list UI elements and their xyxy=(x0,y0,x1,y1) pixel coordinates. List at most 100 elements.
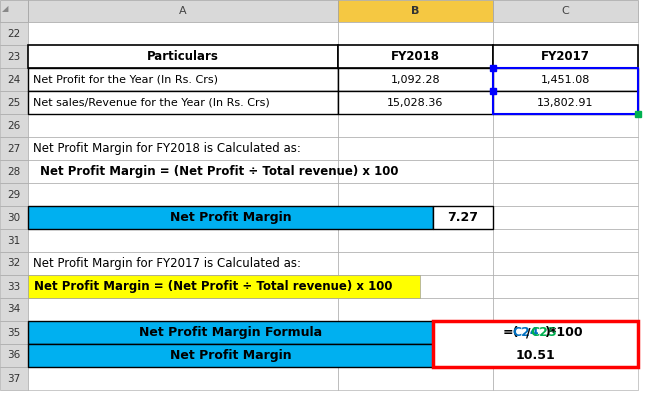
Bar xyxy=(493,0,638,22)
Bar xyxy=(28,0,338,22)
Bar xyxy=(338,91,493,114)
Bar xyxy=(493,160,638,183)
Bar xyxy=(493,229,638,252)
Text: 35: 35 xyxy=(7,327,21,338)
Text: 36: 36 xyxy=(7,351,21,361)
Text: C25: C25 xyxy=(531,326,557,339)
Text: Net Profit Margin Formula: Net Profit Margin Formula xyxy=(139,326,322,339)
Bar xyxy=(338,160,493,183)
Bar xyxy=(338,206,493,229)
Bar xyxy=(493,68,638,91)
Bar xyxy=(0,45,28,68)
Bar xyxy=(0,321,28,344)
Text: /: / xyxy=(526,326,531,339)
Bar xyxy=(493,137,638,160)
Bar xyxy=(0,367,28,390)
Bar xyxy=(0,206,28,229)
Bar xyxy=(28,321,433,344)
Text: 26: 26 xyxy=(7,121,21,130)
Text: Net Profit Margin = (Net Profit ÷ Total revenue) x 100: Net Profit Margin = (Net Profit ÷ Total … xyxy=(40,165,398,178)
Text: 1,092.28: 1,092.28 xyxy=(391,74,440,84)
Bar xyxy=(28,252,338,275)
Bar xyxy=(338,321,493,344)
Bar xyxy=(0,275,28,298)
Text: 28: 28 xyxy=(7,167,21,177)
Text: 27: 27 xyxy=(7,143,21,154)
Bar xyxy=(338,252,493,275)
Bar xyxy=(493,91,638,114)
Bar xyxy=(338,114,493,137)
Bar xyxy=(28,275,420,298)
Text: 1,451.08: 1,451.08 xyxy=(541,74,590,84)
Bar xyxy=(493,68,638,114)
Text: FY2018: FY2018 xyxy=(391,50,440,63)
Bar xyxy=(338,68,493,91)
Bar xyxy=(0,298,28,321)
Bar xyxy=(338,137,493,160)
Bar xyxy=(28,137,338,160)
Text: 32: 32 xyxy=(7,258,21,268)
Bar xyxy=(433,321,638,367)
Bar xyxy=(28,68,338,91)
Text: 30: 30 xyxy=(7,212,21,223)
Bar xyxy=(28,229,338,252)
Bar xyxy=(0,68,28,91)
Bar xyxy=(0,160,28,183)
Bar xyxy=(28,22,338,45)
Text: ◢: ◢ xyxy=(2,4,8,13)
Text: 23: 23 xyxy=(7,52,21,61)
Text: Net Profit Margin: Net Profit Margin xyxy=(169,211,291,224)
Bar xyxy=(0,22,28,45)
Bar xyxy=(338,229,493,252)
Text: 24: 24 xyxy=(7,74,21,84)
Text: 15,028.36: 15,028.36 xyxy=(387,97,444,108)
Bar xyxy=(493,68,638,91)
Bar xyxy=(28,91,338,114)
Bar xyxy=(28,68,338,91)
Bar xyxy=(338,367,493,390)
Text: Net Profit for the Year (In Rs. Crs): Net Profit for the Year (In Rs. Crs) xyxy=(33,74,218,84)
Text: Particulars: Particulars xyxy=(147,50,219,63)
Bar xyxy=(0,137,28,160)
Bar xyxy=(493,22,638,45)
Bar xyxy=(338,0,493,22)
Text: 25: 25 xyxy=(7,97,21,108)
Bar xyxy=(28,45,338,68)
Bar xyxy=(0,183,28,206)
Text: Net Profit Margin for FY2017 is Calculated as:: Net Profit Margin for FY2017 is Calculat… xyxy=(33,257,301,270)
Bar xyxy=(338,344,493,367)
Text: Net Profit Margin = (Net Profit ÷ Total revenue) x 100: Net Profit Margin = (Net Profit ÷ Total … xyxy=(34,280,393,293)
Bar xyxy=(28,91,338,114)
Bar xyxy=(28,183,338,206)
Text: 22: 22 xyxy=(7,28,21,39)
Text: FY2017: FY2017 xyxy=(541,50,590,63)
Text: )*100: )*100 xyxy=(545,326,583,339)
Bar xyxy=(0,91,28,114)
Text: 37: 37 xyxy=(7,374,21,383)
Bar xyxy=(28,298,338,321)
Bar xyxy=(493,183,638,206)
Text: Net Profit Margin: Net Profit Margin xyxy=(169,349,291,362)
Bar xyxy=(28,114,338,137)
Bar xyxy=(338,45,493,68)
Bar xyxy=(493,206,638,229)
Text: Net sales/Revenue for the Year (In Rs. Crs): Net sales/Revenue for the Year (In Rs. C… xyxy=(33,97,270,108)
Bar xyxy=(28,344,433,367)
Bar xyxy=(338,275,493,298)
Text: A: A xyxy=(179,6,187,16)
Bar xyxy=(28,45,338,68)
Bar xyxy=(493,114,638,137)
Bar xyxy=(28,367,338,390)
Bar xyxy=(28,275,338,298)
Bar xyxy=(493,321,638,344)
Bar xyxy=(0,252,28,275)
Bar xyxy=(28,321,338,344)
Bar xyxy=(0,0,28,22)
Bar xyxy=(338,68,493,91)
Text: 29: 29 xyxy=(7,190,21,199)
Bar xyxy=(28,344,338,367)
Bar xyxy=(338,22,493,45)
Text: 33: 33 xyxy=(7,281,21,292)
Bar xyxy=(338,45,493,68)
Text: 10.51: 10.51 xyxy=(515,349,556,362)
